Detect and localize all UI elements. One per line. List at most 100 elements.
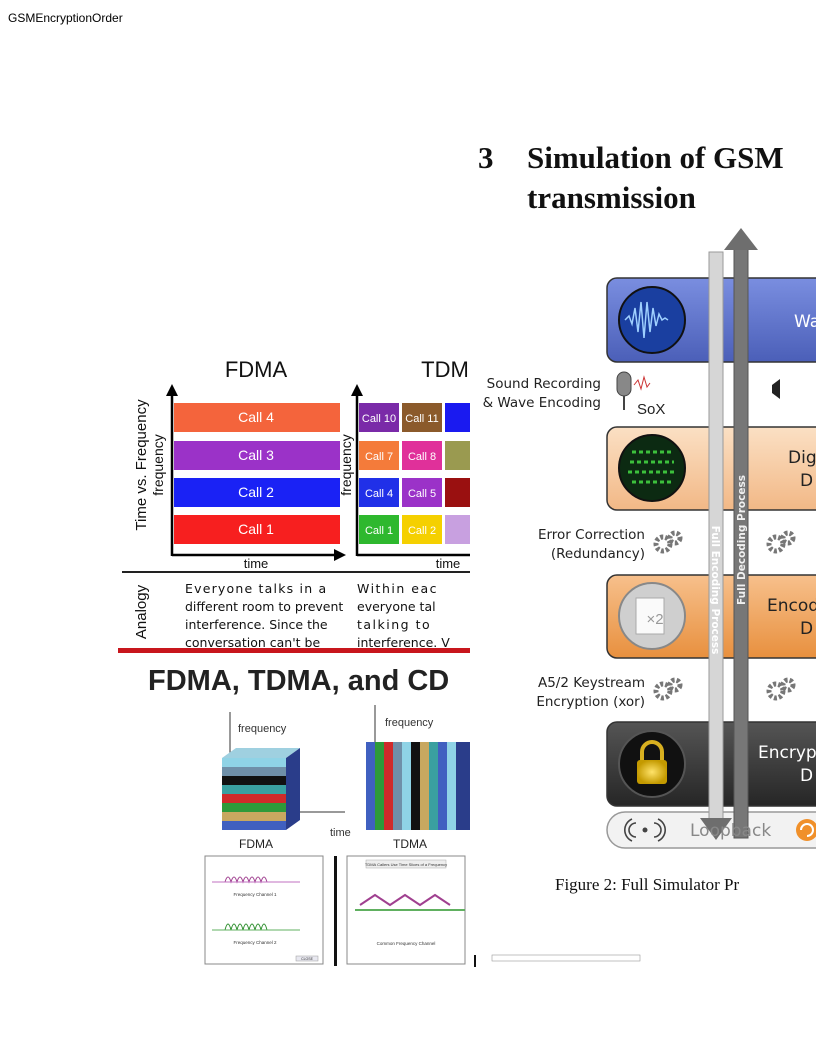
- screen-text: Frequency Channel 2: [233, 940, 277, 945]
- screen-banner: [365, 859, 447, 869]
- call-label: Call 8: [408, 451, 436, 463]
- stage-label: D: [800, 619, 813, 639]
- wave: [224, 876, 268, 884]
- slot: [402, 403, 442, 432]
- section-number: 3: [478, 140, 494, 175]
- arrow-label: Full Encoding Process: [709, 526, 721, 655]
- page-icon: [635, 597, 665, 635]
- slot: [445, 441, 470, 470]
- fdma-title: FDMA: [225, 357, 288, 382]
- call-label: Call 5: [408, 488, 436, 500]
- call-label: Call 3: [238, 447, 274, 463]
- block-label: TDMA: [393, 837, 427, 851]
- call-label: Call 11: [405, 413, 438, 425]
- separator: [334, 856, 337, 966]
- side-label: Error Correction: [538, 527, 645, 543]
- stage-label: D: [800, 766, 813, 786]
- header-title: GSMEncryptionOrder: [8, 11, 123, 25]
- axis-label: time: [330, 827, 351, 839]
- banner: FDMA, TDMA, and CD: [148, 665, 449, 697]
- gear-icons: [653, 530, 796, 701]
- slot: [402, 478, 442, 507]
- screen-text: Common Frequency Channel: [377, 941, 436, 946]
- y-label: Time vs. Frequency: [133, 399, 150, 531]
- analogy-text: different room to prevent: [185, 599, 343, 614]
- slot: [445, 403, 470, 432]
- arrowhead: [351, 384, 363, 396]
- screen: [204, 855, 324, 965]
- figure-caption: Figure 2: Full Simulator Pr: [555, 875, 740, 894]
- wave: [359, 893, 451, 907]
- call-bar: [174, 515, 340, 544]
- mic-wave: [633, 375, 651, 391]
- axis-label: time: [436, 556, 461, 571]
- arrowhead: [166, 384, 178, 396]
- axis-label: frequency: [338, 434, 354, 495]
- digital-icon: [618, 434, 686, 502]
- analogy-text: conversation can't be: [185, 635, 320, 650]
- arrowhead: [334, 549, 346, 561]
- digital-pattern: [628, 450, 676, 484]
- section-title: transmission: [527, 180, 696, 215]
- right-figure: ×2 SoX Full Encoding Process Full Decodi…: [483, 228, 816, 894]
- lock-shackle: [640, 740, 664, 760]
- left-figure: FDMA TDM Time vs. Frequency frequency Ca…: [118, 357, 470, 966]
- section-title: Simulation of GSM: [527, 140, 784, 175]
- block-label: FDMA: [239, 837, 273, 851]
- slot: [445, 515, 470, 544]
- antenna-icon: [624, 818, 666, 842]
- call-label: Call 4: [238, 409, 274, 425]
- call-bar: [174, 478, 340, 507]
- side-label: Encryption (xor): [536, 694, 645, 710]
- sox-label: SoX: [637, 401, 665, 418]
- antenna-icon: [642, 827, 648, 833]
- tdma-title: TDM: [421, 357, 469, 382]
- axis-label: frequency: [150, 434, 166, 495]
- stage-label: Dig: [788, 448, 816, 468]
- call-bar: [174, 403, 340, 432]
- axis-label: frequency: [238, 723, 287, 735]
- arrowhead: [700, 818, 732, 840]
- axis-label: time: [244, 556, 269, 571]
- slot: [359, 515, 399, 544]
- side-label: Sound Recording: [487, 376, 601, 392]
- stage-label: Encrypt: [758, 743, 816, 763]
- icon-glyph: ×2: [646, 611, 663, 628]
- analogy-text: talking to: [357, 617, 431, 632]
- lock-body: [637, 760, 667, 784]
- side-label: (Redundancy): [551, 546, 645, 562]
- fdma-block: [222, 748, 300, 830]
- analogy-text: interference. Since the: [185, 617, 328, 632]
- analogy-text: Everyone talks in a: [185, 581, 327, 596]
- side-label: A5/2 Keystream: [538, 675, 645, 691]
- screen: [491, 954, 641, 962]
- side-label: & Wave Encoding: [483, 395, 601, 411]
- call-label: Call 7: [365, 451, 393, 463]
- waveform: [624, 301, 669, 339]
- analogy-text: Within eac: [357, 581, 438, 596]
- speaker-icon: [772, 379, 780, 399]
- refresh-icon: [800, 823, 814, 837]
- stage-label: D: [800, 471, 813, 491]
- analogy-label: Analogy: [133, 584, 150, 639]
- arrow-label: Full Decoding Process: [736, 475, 748, 605]
- slot: [402, 441, 442, 470]
- mic-icon: [616, 371, 632, 397]
- analogy-text: everyone tal: [357, 599, 436, 614]
- call-label: Call 2: [408, 525, 436, 537]
- slot: [359, 441, 399, 470]
- screen-text: CLOSE: [301, 957, 314, 961]
- screen-text: Frequency Channel 1: [233, 892, 277, 897]
- red-rule: [118, 648, 470, 653]
- screen-text: TDMA Callers Use Time Slices of a Freque…: [365, 862, 447, 867]
- slot: [402, 515, 442, 544]
- call-label: Call 1: [365, 525, 393, 537]
- call-label: Call 10: [362, 413, 396, 425]
- stage-label: Wa: [794, 312, 816, 332]
- slot: [445, 478, 470, 507]
- close-button: [295, 955, 319, 962]
- call-label: Call 2: [238, 484, 274, 500]
- slot: [359, 478, 399, 507]
